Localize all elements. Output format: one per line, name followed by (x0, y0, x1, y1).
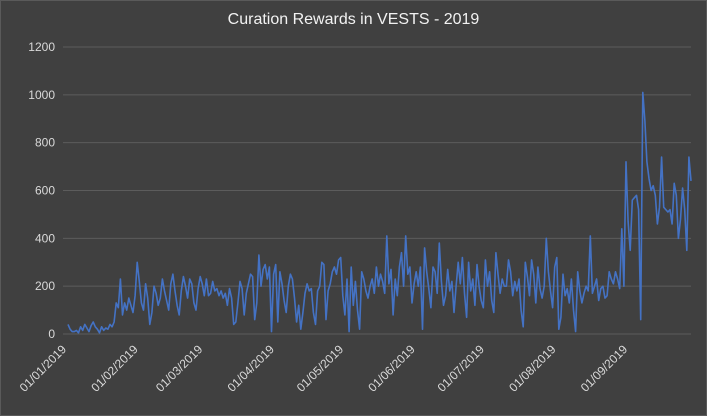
x-tick-label: 01/09/2019 (578, 342, 631, 395)
y-tick-label: 1200 (28, 40, 55, 54)
y-tick-label: 400 (35, 231, 55, 245)
y-tick-label: 800 (35, 136, 55, 150)
x-tick-label: 01/01/2019 (17, 342, 70, 395)
x-tick-label: 01/06/2019 (365, 342, 418, 395)
x-tick-label: 01/07/2019 (435, 342, 488, 395)
series-line-curation-rewards (67, 91, 692, 334)
y-tick-label: 0 (48, 327, 55, 341)
chart-title: Curation Rewards in VESTS - 2019 (227, 11, 480, 28)
x-tick-label: 01/05/2019 (294, 342, 347, 395)
x-tick-label: 01/04/2019 (225, 342, 278, 395)
x-tick-label: 01/03/2019 (153, 342, 206, 395)
x-tick-label: 01/08/2019 (506, 342, 559, 395)
y-tick-label: 200 (35, 279, 55, 293)
y-tick-label: 600 (35, 184, 55, 198)
x-tick-label: 01/02/2019 (88, 342, 141, 395)
y-tick-label: 1000 (28, 88, 55, 102)
